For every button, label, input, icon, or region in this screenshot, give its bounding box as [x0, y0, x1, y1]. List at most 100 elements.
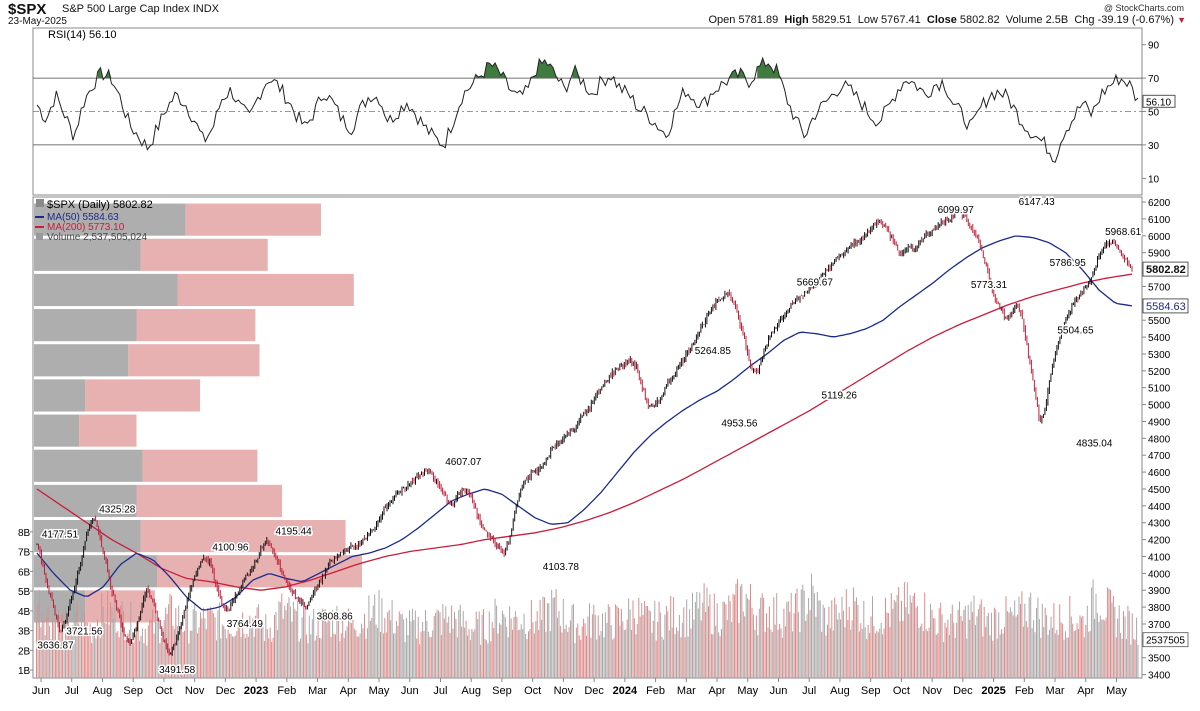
- volume-bar: [799, 632, 801, 678]
- volume-bar: [858, 631, 860, 678]
- volume-bar: [993, 607, 995, 678]
- volume-bar: [329, 613, 331, 678]
- volume-bar: [678, 614, 680, 678]
- volume-bar: [523, 613, 525, 678]
- price-tick-label: 5700: [1148, 282, 1171, 293]
- volume-bar: [922, 631, 924, 678]
- volume-bar: [210, 606, 212, 678]
- volume-bar: [137, 621, 139, 678]
- volume-bar: [581, 626, 583, 678]
- volume-bar: [53, 622, 55, 678]
- volume-bar: [394, 633, 396, 678]
- volume-bar: [1082, 615, 1084, 678]
- price-panel: 4177.51 3721.56 3636.87 4325.28 3491.58 4100.…: [18, 195, 1189, 697]
- volume-bar: [1115, 637, 1117, 678]
- volume-bar: [1053, 603, 1055, 678]
- volume-bar: [76, 603, 78, 678]
- volume-bar: [1017, 614, 1019, 678]
- price-tick-label: 3900: [1148, 586, 1171, 597]
- price-tick-label: 5900: [1148, 249, 1171, 260]
- volume-bar: [938, 608, 940, 678]
- volume-bar: [65, 605, 66, 678]
- volume-bar: [661, 636, 663, 678]
- volume-bar: [263, 640, 265, 678]
- volume-bar: [153, 633, 155, 678]
- price-annotation: 5669.67: [797, 278, 834, 289]
- volume-bar: [712, 634, 714, 678]
- volume-bar: [214, 617, 216, 678]
- volume-bar: [535, 621, 537, 678]
- volume-bar: [633, 618, 635, 678]
- volume-bar: [860, 623, 862, 678]
- last-price-label-box: [1142, 261, 1189, 277]
- volume-bar: [575, 627, 577, 678]
- volume-bar: [696, 592, 698, 678]
- volume-bar: [639, 616, 641, 678]
- volume-bar: [832, 630, 834, 678]
- volume-bar: [290, 606, 291, 678]
- volume-bar: [378, 589, 380, 678]
- volume-bar: [663, 639, 664, 678]
- volume-bar: [488, 611, 490, 678]
- volume-bar: [573, 603, 574, 678]
- volume-bar: [914, 592, 915, 678]
- volume-bar: [89, 623, 91, 678]
- x-tick-label: Jul: [65, 685, 79, 697]
- price-annotation: 3636.87: [37, 641, 74, 652]
- volume-bar: [901, 600, 902, 678]
- close-value: 5802.82: [959, 14, 1000, 26]
- volume-bar: [229, 633, 230, 678]
- rsi-panel: 10 30 50 70 90 RSI(14) 56.10 56.10: [32, 27, 1176, 196]
- volume-bar: [774, 624, 776, 678]
- volume-bar: [699, 592, 701, 678]
- volume-bar: [353, 628, 355, 678]
- volume-bar: [281, 593, 283, 678]
- volume-bar: [1072, 623, 1074, 678]
- price-annotation: 4835.04: [1076, 438, 1113, 449]
- volume-bar: [1099, 615, 1101, 678]
- volume-bar: [240, 637, 242, 678]
- price-tick-label: 5100: [1148, 384, 1171, 395]
- volume-bar: [597, 615, 599, 678]
- rsi-overbought-fill: [530, 59, 559, 79]
- volume-bar: [320, 638, 322, 678]
- volume-bar: [455, 618, 457, 678]
- volume-bar: [465, 620, 467, 678]
- volume-tick-label: 2B: [18, 646, 31, 657]
- volume-bar: [91, 642, 93, 678]
- volume-bar: [876, 630, 878, 678]
- price-annotation: 5968.61: [1105, 227, 1142, 238]
- volume-bar: [961, 620, 963, 678]
- volume-bar: [796, 588, 798, 678]
- volume-bar: [504, 617, 506, 678]
- volume-bar: [179, 626, 181, 678]
- volume-bar: [471, 629, 473, 678]
- volume-bar: [468, 629, 470, 678]
- volume-bar: [159, 643, 161, 678]
- x-tick-label: Oct: [524, 685, 541, 697]
- volume-bar: [715, 625, 717, 678]
- volume-bar: [619, 625, 621, 678]
- price-tick-label: 4800: [1148, 434, 1171, 445]
- volume-bar: [1044, 607, 1046, 678]
- volume-bar: [130, 602, 132, 678]
- price-annotation: 4103.78: [543, 562, 580, 573]
- volume-bar: [1014, 600, 1016, 678]
- volume-bar: [565, 624, 567, 678]
- volume-bar: [779, 623, 781, 678]
- price-tick-label: 6100: [1148, 215, 1171, 226]
- volume-bar: [83, 612, 85, 678]
- volume-bar: [737, 579, 738, 678]
- volume-bar: [253, 636, 255, 678]
- rsi-last-label: 56.10: [1146, 97, 1171, 108]
- volume-bar: [989, 635, 991, 678]
- volume-bar: [316, 635, 318, 678]
- volume-bar: [802, 584, 804, 678]
- volume-bar: [549, 631, 551, 678]
- volume-bar: [342, 616, 344, 678]
- volume-bar: [258, 604, 260, 678]
- volume-bar: [526, 639, 528, 678]
- volume-bar: [538, 630, 540, 678]
- price-tick-label: 5500: [1148, 316, 1171, 327]
- volume-bar: [47, 605, 49, 678]
